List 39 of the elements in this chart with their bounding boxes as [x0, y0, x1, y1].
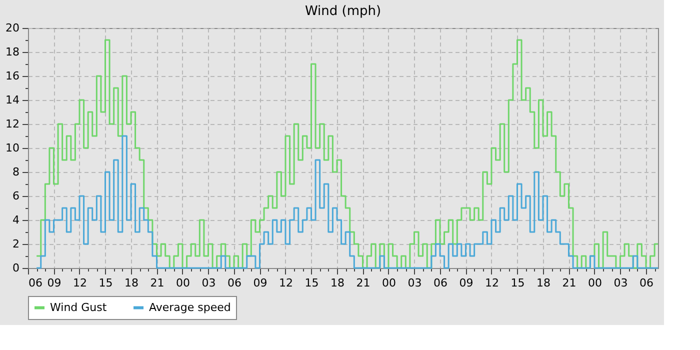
y-tick-label: 4	[12, 214, 20, 226]
x-tick-label: 09	[459, 276, 474, 290]
legend-label: Average speed	[149, 300, 231, 314]
y-tick-label: 16	[6, 70, 20, 82]
x-tick-label: 15	[304, 276, 319, 290]
x-tick-label: 09	[47, 276, 62, 290]
x-tick-label: 21	[356, 276, 370, 290]
chart-title: Wind (mph)	[304, 4, 382, 19]
x-tick-label: 12	[484, 276, 499, 290]
y-tick-label: 18	[6, 46, 20, 58]
y-tick-label: 10	[6, 142, 20, 154]
legend-label: Wind Gust	[50, 300, 108, 314]
x-tick-label: 15	[510, 276, 525, 290]
x-tick-label: 18	[330, 276, 344, 290]
x-tick-label: 03	[408, 276, 422, 290]
x-tick-label: 18	[536, 276, 550, 290]
x-tick-label: 21	[150, 276, 164, 290]
y-tick-label: 8	[12, 166, 20, 178]
x-tick-label: 06	[28, 276, 42, 290]
y-tick-label: 0	[12, 262, 20, 274]
x-tick-label: 03	[614, 276, 628, 290]
x-tick-label: 00	[382, 276, 396, 290]
x-tick-label: 21	[562, 276, 576, 290]
x-tick-label: 06	[639, 276, 654, 290]
x-tick-label: 00	[588, 276, 602, 290]
x-tick-label: 12	[73, 276, 87, 290]
y-tick-label: 20	[6, 22, 20, 34]
y-tick-label: 14	[6, 94, 20, 106]
x-tick-label: 06	[227, 276, 242, 290]
x-tick-label: 06	[433, 276, 448, 290]
x-tick-label: 12	[278, 276, 293, 290]
y-tick-label: 2	[12, 238, 20, 250]
y-tick-label: 6	[12, 190, 20, 202]
x-tick-label: 00	[176, 276, 190, 290]
x-tick-label: 09	[253, 276, 268, 290]
x-tick-label: 03	[202, 276, 216, 290]
y-tick-label: 12	[6, 118, 20, 130]
x-tick-label: 15	[98, 276, 113, 290]
x-tick-label: 18	[124, 276, 138, 290]
